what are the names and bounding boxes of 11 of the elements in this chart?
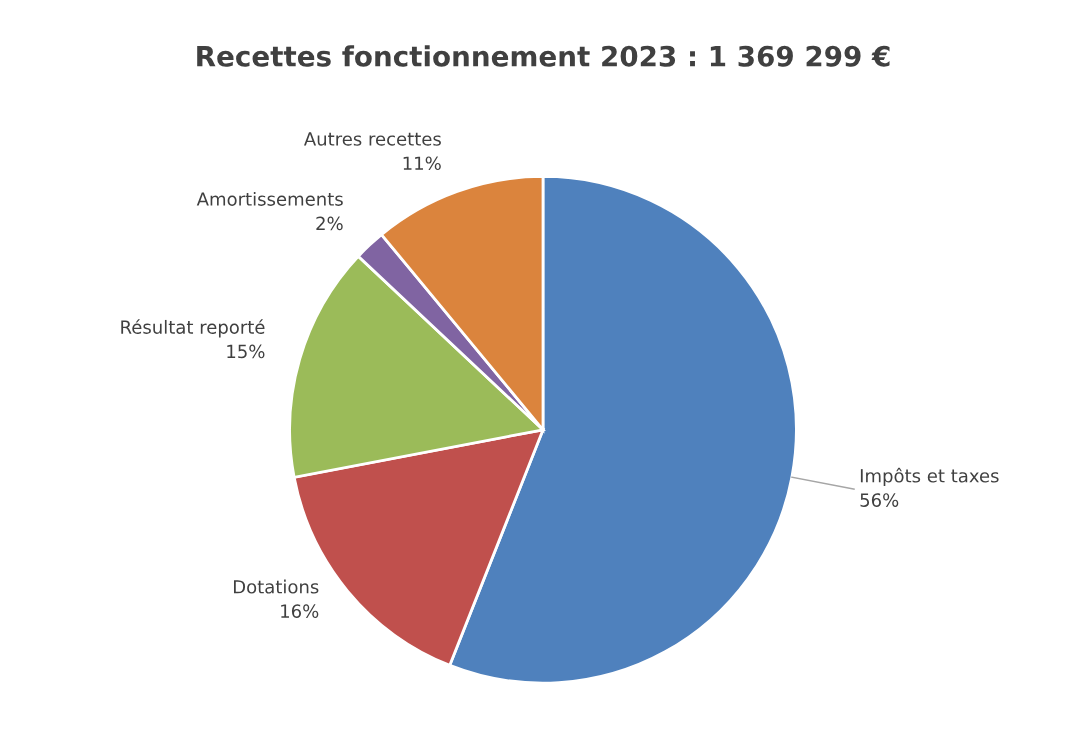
chart-title: Recettes fonctionnement 2023 : 1 369 299 €: [197, 45, 890, 67]
data-label: 11%: [403, 156, 441, 171]
data-label: 15%: [227, 344, 265, 359]
data-label: 56%: [860, 493, 899, 507]
slice-label: Amortissements: [196, 191, 343, 206]
slice-label: Résultat reporté: [121, 319, 265, 338]
slice-label: Impôts et taxes: [860, 467, 999, 487]
data-label: 2%: [316, 216, 343, 231]
data-label: 16%: [281, 604, 319, 618]
slice-label: Dotations: [233, 579, 319, 594]
slice-label: Autres recettes: [303, 132, 441, 146]
